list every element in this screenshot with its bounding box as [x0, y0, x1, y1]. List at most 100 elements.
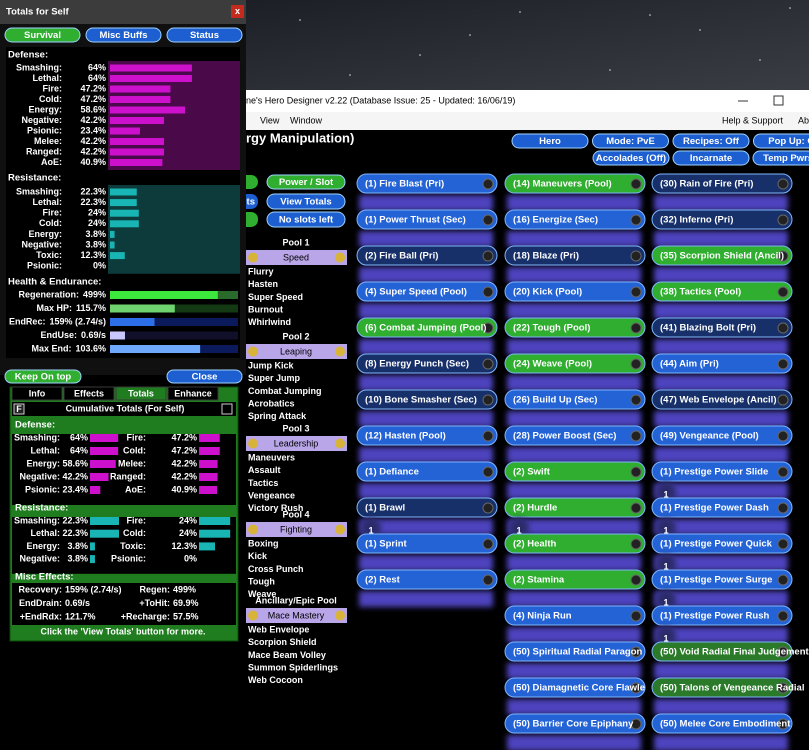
pool-power[interactable]: Web Cocoon [248, 675, 303, 685]
pool-header[interactable] [246, 344, 347, 359]
power-slot[interactable] [504, 641, 646, 662]
detail-tab[interactable] [167, 386, 219, 401]
power-slot[interactable] [504, 461, 646, 482]
power-slot[interactable] [504, 533, 646, 554]
top-button[interactable] [511, 133, 589, 149]
pool-header[interactable] [246, 608, 347, 623]
pool-header[interactable] [246, 250, 347, 265]
power-slot[interactable] [356, 353, 498, 374]
power-slot[interactable] [504, 245, 646, 266]
top-button[interactable] [753, 133, 809, 149]
detail-tab[interactable] [115, 386, 167, 401]
keep-on-top-button[interactable] [4, 369, 82, 384]
pool-power[interactable]: Assault [248, 465, 281, 475]
power-slot[interactable] [651, 209, 793, 230]
pool-power[interactable]: Kick [248, 551, 268, 561]
power-slot[interactable] [651, 713, 793, 734]
copy-icon[interactable] [221, 403, 233, 415]
power-slot[interactable] [504, 425, 646, 446]
side-button[interactable] [266, 174, 346, 190]
power-slot[interactable] [356, 209, 498, 230]
power-slot[interactable] [356, 245, 498, 266]
power-slot[interactable] [356, 389, 498, 410]
power-slot[interactable] [651, 389, 793, 410]
power-slot[interactable] [356, 281, 498, 302]
power-slot[interactable] [504, 209, 646, 230]
pool-power[interactable]: Weave [248, 589, 276, 599]
top-button[interactable] [672, 150, 750, 166]
power-slot[interactable] [356, 461, 498, 482]
detail-tab[interactable] [63, 386, 115, 401]
power-slot[interactable] [504, 281, 646, 302]
pool-power[interactable]: Jump Kick [248, 360, 295, 370]
close-button[interactable] [231, 5, 244, 18]
power-slot[interactable] [651, 533, 793, 554]
grid-label: Lethal: [30, 445, 60, 455]
pool-power[interactable]: Flurry [248, 266, 274, 276]
top-button[interactable] [592, 150, 670, 166]
top-button[interactable] [592, 133, 669, 149]
pool-power[interactable]: Tactics [248, 478, 278, 488]
power-slot[interactable] [504, 677, 646, 698]
totals-tab[interactable] [166, 27, 243, 43]
pool-header[interactable] [246, 436, 347, 451]
power-slot[interactable] [651, 497, 793, 518]
top-button[interactable] [752, 150, 809, 166]
power-slot[interactable] [356, 173, 498, 194]
pool-power[interactable]: Super Jump [248, 373, 301, 383]
f-button[interactable] [13, 403, 25, 415]
pool-power[interactable]: Cross Punch [248, 564, 304, 574]
power-slot[interactable] [504, 389, 646, 410]
power-slot[interactable] [651, 317, 793, 338]
pool-power[interactable]: Boxing [248, 538, 279, 548]
power-slot[interactable] [356, 533, 498, 554]
power-slot[interactable] [651, 281, 793, 302]
power-slot[interactable] [356, 569, 498, 590]
power-slot[interactable] [356, 425, 498, 446]
power-slot[interactable] [504, 173, 646, 194]
totals-tab[interactable] [4, 27, 81, 43]
power-slot[interactable] [504, 569, 646, 590]
power-slot[interactable] [504, 353, 646, 374]
power-slot[interactable] [504, 713, 646, 734]
detail-tab[interactable] [11, 386, 63, 401]
pool-power[interactable]: Acrobatics [248, 398, 295, 408]
pool-power[interactable]: Tough [248, 576, 275, 586]
side-button[interactable] [266, 193, 346, 210]
pool-power[interactable]: Victory Rush [248, 503, 303, 513]
pool-power[interactable]: Web Envelope [248, 624, 309, 634]
close-window-button[interactable] [166, 369, 243, 384]
power-slot[interactable] [504, 497, 646, 518]
pool-power[interactable]: Combat Jumping [248, 386, 322, 396]
pool-power[interactable]: Maneuvers [248, 452, 295, 462]
power-slot[interactable] [504, 605, 646, 626]
power-slot[interactable] [504, 317, 646, 338]
pool-power[interactable]: Mace Beam Volley [248, 650, 326, 660]
totals-tab[interactable] [85, 27, 162, 43]
power-slot[interactable] [651, 173, 793, 194]
pool-power[interactable]: Vengeance [248, 490, 295, 500]
power-slot[interactable] [356, 317, 498, 338]
pool-power[interactable]: Hasten [248, 279, 278, 289]
pool-power[interactable]: Spring Attack [248, 411, 307, 421]
power-slot[interactable] [651, 569, 793, 590]
pool-power[interactable]: Burnout [248, 304, 283, 314]
power-slot[interactable] [651, 677, 793, 698]
power-slot[interactable] [651, 461, 793, 482]
pool-power[interactable]: Super Speed [248, 292, 303, 302]
power-slot[interactable] [651, 353, 793, 374]
top-button[interactable] [672, 133, 750, 149]
power-slot[interactable] [651, 425, 793, 446]
maximize-button[interactable] [773, 95, 784, 106]
side-button[interactable] [266, 211, 346, 228]
power-slot[interactable] [651, 605, 793, 626]
misc-label: EndDrain: [19, 598, 62, 608]
power-slot[interactable] [651, 641, 793, 662]
pool-power[interactable]: Whirlwind [248, 317, 291, 327]
power-slot[interactable] [651, 245, 793, 266]
pool-power[interactable]: Summon Spiderlings [248, 662, 338, 672]
pool-power[interactable]: Scorpion Shield [248, 637, 317, 647]
pool-header[interactable] [246, 522, 347, 537]
power-slot[interactable] [356, 497, 498, 518]
power-label: (2) Fire Ball (Pri) [365, 251, 438, 262]
